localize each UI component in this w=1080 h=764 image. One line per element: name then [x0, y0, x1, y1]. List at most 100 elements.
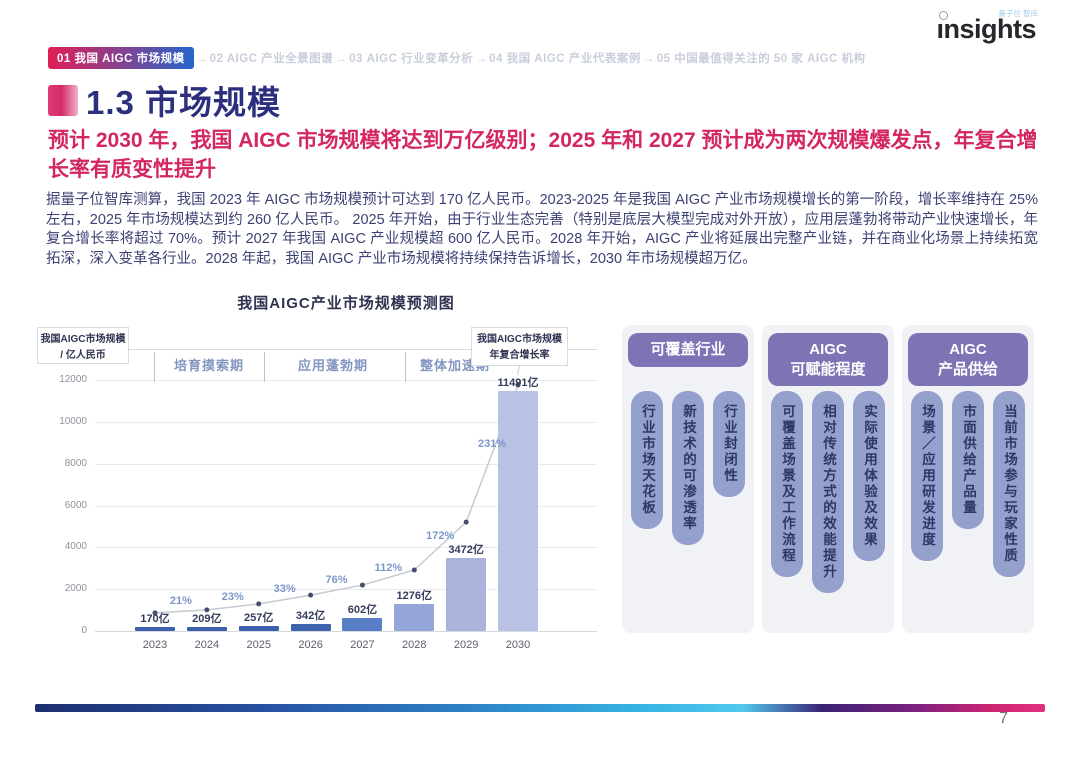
x-axis-tick: 2024	[194, 639, 220, 651]
panel-header: AIGC 可赋能程度	[768, 333, 888, 386]
factor-pill: 市面供给产品量	[952, 391, 984, 529]
line-point	[256, 601, 262, 607]
phase-label: 应用蓬勃期	[297, 358, 369, 373]
x-axis-tick: 2026	[298, 639, 323, 651]
bar-2025	[238, 626, 279, 631]
factor-pill: 行业市场天花板	[631, 391, 663, 529]
bar-2027	[342, 618, 383, 631]
y-axis-tick: 10000	[59, 415, 87, 427]
x-axis-tick: 2028	[402, 639, 427, 651]
factor-pill: 当前市场参与玩家性质	[993, 391, 1025, 577]
growth-rate-label: 112%	[374, 561, 403, 574]
bar-value-label: 342亿	[295, 610, 326, 622]
chart-top-rule	[37, 349, 597, 350]
breadcrumb-items: → 02 AIGC 产业全景图谱 → 03 AIGC 行业变革分析 → 04 我国 AIG…	[194, 49, 866, 67]
phase-divider	[405, 352, 406, 382]
arrow-separator-icon: →	[475, 53, 488, 65]
market-forecast-chart: 我国AIGC产业市场规模预测图 0 2000 4000 6000 8000 10000 12…	[35, 290, 605, 662]
bar-2030	[498, 391, 539, 631]
panel-pills: 可覆盖场景及工作流程 相对传统方式的效能提升 实际使用体验及效果	[762, 391, 894, 593]
growth-rate-label: 21%	[169, 595, 192, 608]
footer-gradient-bar	[35, 704, 1045, 712]
breadcrumb: 01 我国 AIGC 市场规模 → 02 AIGC 产业全景图谱 → 03 AIGC …	[48, 47, 866, 69]
secondary-axis-label-line2: 年复合增长率	[489, 349, 550, 361]
bar-2024	[186, 627, 227, 631]
panel-header: AIGC 产品供给	[908, 333, 1028, 386]
y-axis-tick: 4000	[64, 541, 87, 553]
bar-2023	[135, 627, 175, 631]
growth-rate-label: 172%	[426, 530, 455, 543]
line-point	[204, 607, 210, 613]
factor-panel-2: AIGC 可赋能程度 可覆盖场景及工作流程 相对传统方式的效能提升 实际使用体验及效果	[762, 325, 894, 633]
phase-label: 培育摸索期	[173, 358, 245, 373]
growth-rate-line	[152, 382, 521, 616]
gridline	[95, 631, 597, 632]
factor-pill: 实际使用体验及效果	[853, 391, 885, 561]
bar-value-label: 602亿	[347, 604, 378, 616]
growth-rate-label: 76%	[325, 574, 348, 587]
growth-rate-label: 23%	[221, 590, 244, 603]
factor-pill: 可覆盖场景及工作流程	[771, 391, 803, 577]
factor-pill: 行业封闭性	[713, 391, 745, 497]
y-axis-tick: 6000	[64, 499, 87, 511]
bar-2029	[446, 558, 487, 631]
x-axis-tick: 2027	[350, 639, 375, 651]
breadcrumb-item: 05 中国最值得关注的 50 家 AIGC 机构	[656, 53, 866, 65]
line-point	[308, 592, 314, 598]
panel-header: 可覆盖行业	[628, 333, 748, 367]
breadcrumb-item: 04 我国 AIGC 产业代表案例	[489, 53, 641, 65]
breadcrumb-active-badge: 01 我国 AIGC 市场规模	[48, 47, 194, 69]
arrow-separator-icon: →	[335, 53, 348, 65]
panel-pills: 场景／应用研发进度 市面供给产品量 当前市场参与玩家性质	[902, 391, 1034, 577]
gridline	[95, 380, 597, 381]
primary-axis-label-line2: / 亿人民币	[60, 349, 106, 361]
page-number: 7	[999, 710, 1008, 727]
y-axis-tick: 2000	[64, 583, 87, 595]
highlight-statement: 预计 2030 年，我国 AIGC 市场规模将达到万亿级别；2025 年和 20…	[48, 129, 1038, 181]
breadcrumb-item: 02 AIGC 产业全景图谱	[209, 53, 334, 65]
bar-value-label: 3472亿	[448, 544, 484, 556]
phase-divider	[264, 352, 265, 382]
gridline	[95, 589, 597, 591]
arrow-separator-icon: →	[642, 53, 655, 65]
growth-line-path	[154, 384, 519, 614]
arrow-separator-icon: →	[195, 53, 208, 65]
bar-value-label: 11491亿	[497, 377, 539, 389]
primary-axis-label-line1: 我国AIGC市场规模	[40, 334, 126, 345]
logo-ring-icon	[939, 11, 949, 20]
growth-rate-label: 231%	[478, 437, 507, 450]
x-axis-tick: 2030	[505, 639, 531, 651]
panel-pills: 行业市场天花板 新技术的可渗透率 行业封闭性	[622, 391, 754, 545]
line-point	[359, 582, 365, 588]
bar-2028	[394, 604, 435, 631]
page-title: 1.3 市场规模	[86, 84, 282, 121]
line-point	[152, 610, 158, 616]
gridline	[95, 463, 597, 465]
brand-logo: 量子位 智库 ınsights	[936, 9, 1038, 45]
factor-pill: 场景／应用研发进度	[911, 391, 943, 561]
chart-title: 我国AIGC产业市场规模预测图	[237, 295, 455, 312]
gridline	[95, 547, 597, 549]
line-point	[411, 567, 417, 573]
secondary-axis-label: 我国AIGC市场规模 年复合增长率	[471, 327, 568, 366]
bar-value-label: 1276亿	[396, 590, 433, 602]
phase-divider	[154, 352, 155, 382]
bar-2026	[290, 624, 331, 631]
factor-panels: 可覆盖行业 行业市场天花板 新技术的可渗透率 行业封闭性 AIGC 可赋能程度 可覆盖场景…	[622, 325, 1034, 633]
y-axis-tick: 8000	[64, 457, 87, 469]
gridline	[95, 505, 597, 507]
x-axis-tick: 2025	[246, 639, 271, 651]
x-axis-tick: 2023	[142, 639, 168, 651]
growth-rate-label: 33%	[273, 583, 296, 596]
factor-panel-3: AIGC 产品供给 场景／应用研发进度 市面供给产品量 当前市场参与玩家性质	[902, 325, 1034, 633]
bar-value-label: 170亿	[140, 613, 170, 625]
bar-value-label: 209亿	[192, 613, 222, 625]
factor-pill: 相对传统方式的效能提升	[812, 391, 844, 593]
bar-value-label: 257亿	[244, 612, 274, 624]
gridline	[95, 421, 597, 423]
logo-tagline: 量子位 智库	[998, 9, 1038, 18]
body-paragraph: 据量子位智库测算，我国 2023 年 AIGC 市场规模预计可达到 170 亿人…	[46, 192, 1038, 267]
title-accent-block	[48, 85, 78, 116]
secondary-axis-label-line1: 我国AIGC市场规模	[477, 334, 562, 345]
